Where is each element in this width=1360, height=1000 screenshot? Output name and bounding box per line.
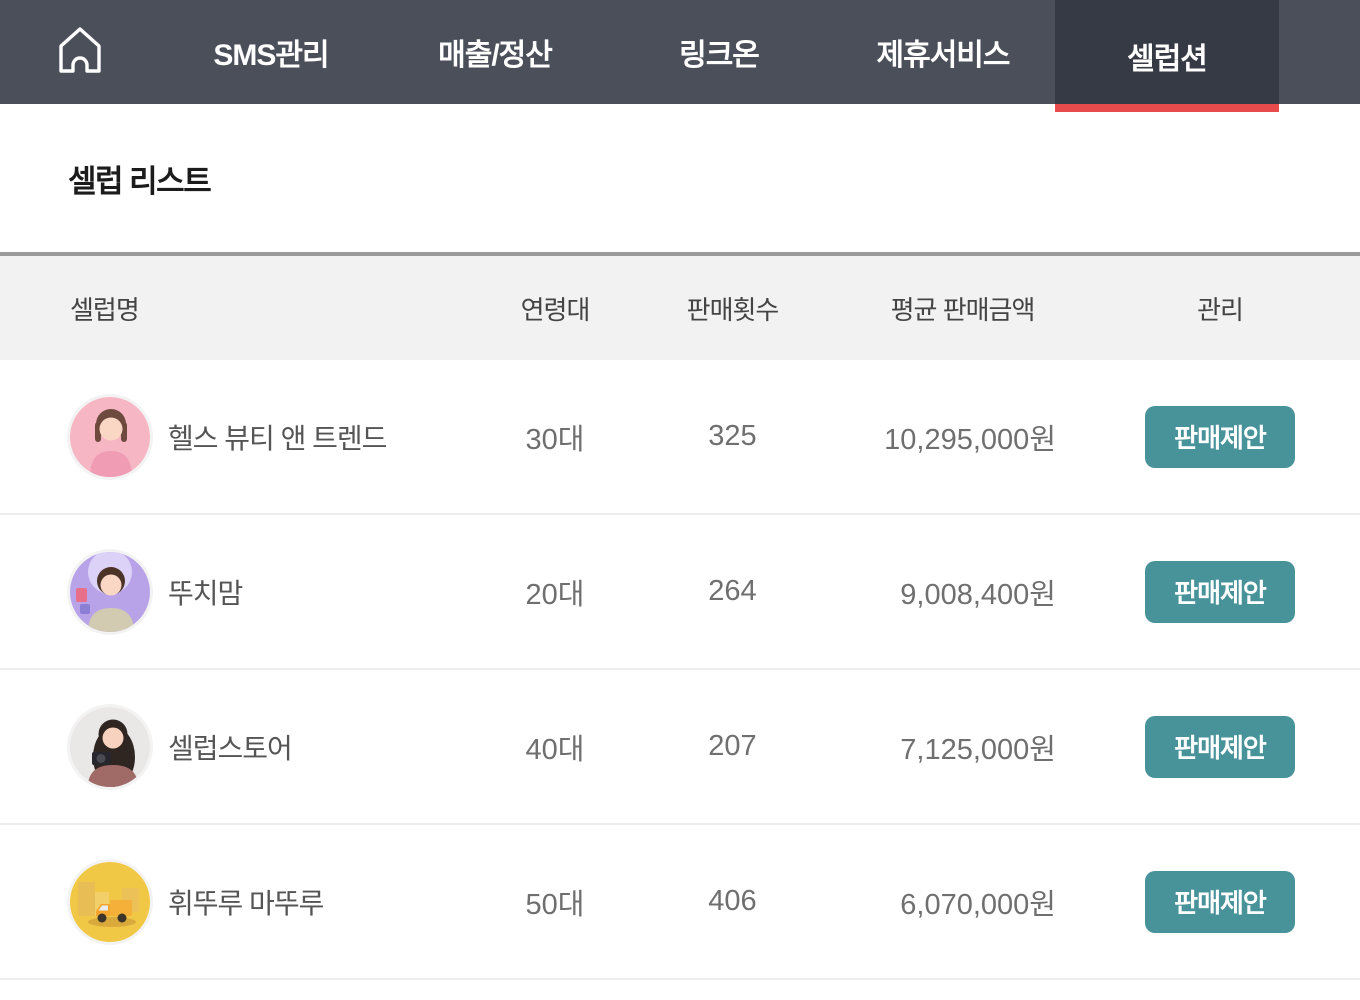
celeb-name: 뚜치맘 (168, 577, 243, 609)
celeb-name: 헬스 뷰티 앤 트렌드 (168, 422, 387, 454)
home-icon (57, 24, 103, 81)
sales-proposal-button[interactable]: 판매제안 (1145, 405, 1295, 468)
celeb-name: 셀럽스토어 (168, 732, 293, 764)
celeb-name: 휘뚜루 마뚜루 (168, 887, 324, 919)
home-nav-button[interactable] (0, 0, 159, 104)
nav-item-linkon[interactable]: 링크온 (679, 39, 760, 72)
table-header-row: 셀럽명 연령대 판매횟수 평균 판매금액 관리 (0, 252, 1360, 360)
sales-count: 406 (708, 885, 757, 917)
table-row: 뚜치맘 20대 264 9,008,400원 판매제안 (0, 515, 1360, 670)
avg-sales-amount: 6,070,000원 (900, 888, 1056, 921)
sales-count: 325 (708, 420, 757, 452)
table-row: 헬스 뷰티 앤 트렌드 30대 325 10,295,000원 판매제안 (0, 360, 1360, 515)
avatar-woman-with-camera (70, 706, 150, 787)
age-group: 50대 (525, 888, 585, 921)
avg-sales-amount: 10,295,000원 (884, 423, 1056, 456)
age-group: 30대 (525, 423, 585, 456)
top-nav: SMS관리 매출/정산 링크온 제휴서비스 셀럽션 (0, 0, 1360, 112)
avatar-woman-purple-backdrop (70, 551, 150, 632)
column-header-sales-count: 판매횟수 (686, 294, 780, 325)
table-row: 셀럽스토어 40대 207 7,125,000원 판매제안 (0, 670, 1360, 825)
age-group: 40대 (525, 733, 585, 766)
page-title: 셀럽 리스트 (68, 163, 212, 199)
column-header-celeb-name: 셀럽명 (70, 294, 140, 325)
sales-proposal-button[interactable]: 판매제안 (1145, 715, 1295, 778)
sales-proposal-button[interactable]: 판매제안 (1145, 870, 1295, 933)
column-header-age-group: 연령대 (520, 294, 591, 325)
age-group: 20대 (525, 578, 585, 611)
nav-item-sms[interactable]: SMS관리 (213, 39, 329, 72)
column-header-avg-amount: 평균 판매금액 (890, 294, 1036, 325)
avg-sales-amount: 7,125,000원 (900, 733, 1056, 766)
nav-item-sales-settlement[interactable]: 매출/정산 (438, 39, 553, 72)
sales-proposal-button[interactable]: 판매제안 (1145, 560, 1295, 623)
column-header-manage: 관리 (1197, 294, 1244, 325)
avg-sales-amount: 9,008,400원 (900, 578, 1056, 611)
sales-count: 264 (708, 575, 757, 607)
avatar-woman-pink-sweater (70, 396, 150, 477)
avatar-yellow-truck-boxes (70, 861, 150, 942)
sales-count: 207 (708, 730, 757, 762)
celeb-table: 셀럽명 연령대 판매횟수 평균 판매금액 관리 헬스 뷰티 앤 트렌드 30대 … (0, 252, 1360, 980)
table-row: 휘뚜루 마뚜루 50대 406 6,070,000원 판매제안 (0, 825, 1360, 980)
nav-item-affiliate-service[interactable]: 제휴서비스 (876, 39, 1011, 72)
nav-item-celebtion-active[interactable]: 셀럽션 (1055, 0, 1279, 112)
title-bar: 셀럽 리스트 (0, 104, 1360, 252)
